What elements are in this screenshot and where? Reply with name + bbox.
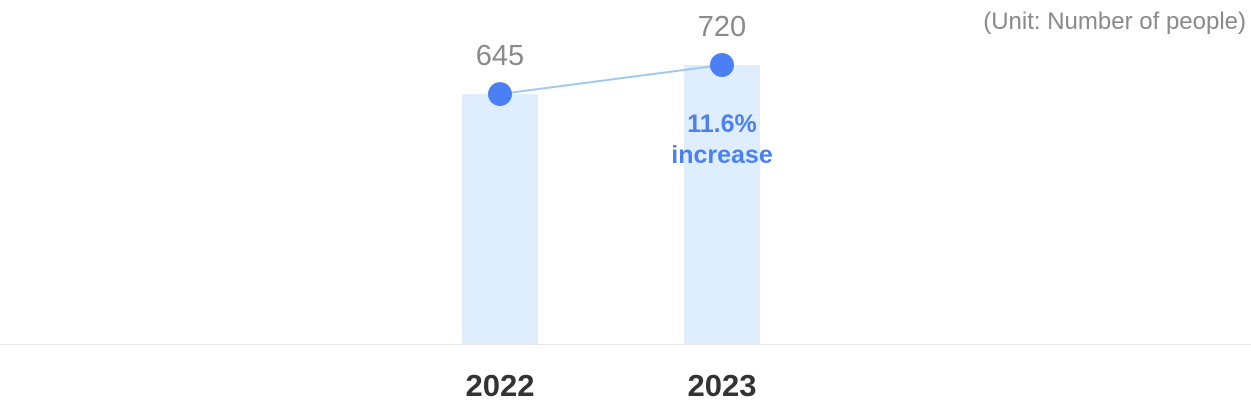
marker-2022: [488, 82, 512, 107]
increase-text-label: increase: [671, 141, 773, 169]
trend-line: [499, 64, 723, 96]
marker-2023: [710, 53, 734, 77]
value-label-2023: 720: [698, 11, 746, 43]
bar-2022: [462, 94, 538, 344]
x-axis-label-2023: 2023: [688, 368, 757, 403]
x-axis-label-2022: 2022: [466, 368, 535, 403]
increase-percent-label: 11.6%: [687, 110, 757, 138]
unit-label: (Unit: Number of people): [983, 8, 1246, 35]
value-label-2022: 645: [476, 40, 524, 72]
bar-2023: [684, 65, 760, 344]
